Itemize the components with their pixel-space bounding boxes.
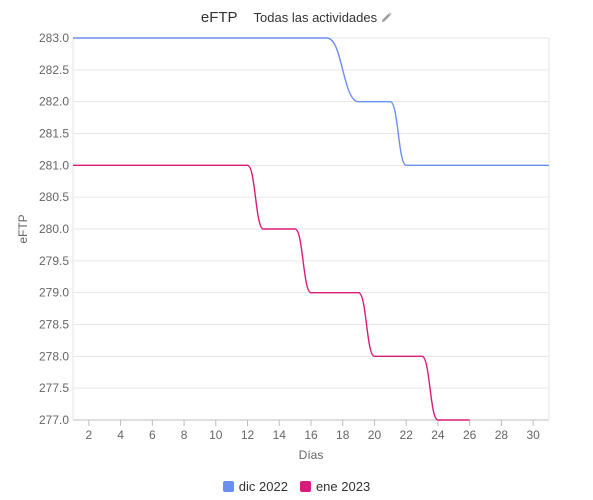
x-tick-label: 8 xyxy=(181,428,188,442)
x-tick-label: 12 xyxy=(241,428,255,442)
y-tick-label: 278.0 xyxy=(39,349,69,363)
activity-filter-label: Todas las actividades xyxy=(253,10,378,25)
x-tick-label: 20 xyxy=(368,428,382,442)
series-line-2 xyxy=(73,164,470,421)
x-tick-label: 14 xyxy=(273,428,287,442)
y-tick-label: 277.0 xyxy=(39,413,69,427)
y-tick-label: 279.5 xyxy=(39,254,69,268)
y-tick-label: 277.5 xyxy=(39,381,69,395)
x-tick-label: 16 xyxy=(304,428,318,442)
x-tick-label: 28 xyxy=(495,428,509,442)
x-tick-label: 26 xyxy=(463,428,477,442)
chart-legend: dic 2022 ene 2023 xyxy=(0,476,593,496)
y-tick-label: 278.5 xyxy=(39,318,69,332)
legend-label: dic 2022 xyxy=(238,478,288,494)
y-tick-label: 282.5 xyxy=(39,63,69,77)
x-tick-label: 4 xyxy=(117,428,124,442)
x-tick-label: 22 xyxy=(400,428,414,442)
x-tick-label: 2 xyxy=(86,428,93,442)
y-tick-label: 281.5 xyxy=(39,127,69,141)
y-tick-label: 282.0 xyxy=(39,95,69,109)
series-line-1 xyxy=(73,37,549,167)
legend-swatch xyxy=(299,480,311,492)
chart-header: eFTP Todas las actividades xyxy=(0,9,593,31)
y-tick-label: 280.5 xyxy=(39,190,69,204)
pencil-icon[interactable] xyxy=(381,12,392,23)
activity-filter[interactable]: Todas las actividades xyxy=(254,10,393,25)
y-tick-label: 281.0 xyxy=(39,158,69,172)
legend-swatch xyxy=(222,480,234,492)
x-axis-title: Días xyxy=(299,448,324,462)
y-axis-title: eFTP xyxy=(16,214,30,243)
x-tick-label: 30 xyxy=(526,428,540,442)
x-tick-label: 6 xyxy=(149,428,156,442)
y-tick-label: 283.0 xyxy=(39,31,69,45)
y-tick-label: 280.0 xyxy=(39,222,69,236)
legend-label: ene 2023 xyxy=(315,478,371,494)
chart-title: eFTP xyxy=(200,9,238,26)
legend-item-2[interactable]: ene 2023 xyxy=(299,478,371,494)
legend-item-1[interactable]: dic 2022 xyxy=(222,478,288,494)
y-tick-label: 279.0 xyxy=(39,286,69,300)
x-tick-label: 24 xyxy=(431,428,445,442)
x-tick-label: 10 xyxy=(209,428,223,442)
x-tick-label: 18 xyxy=(336,428,350,442)
